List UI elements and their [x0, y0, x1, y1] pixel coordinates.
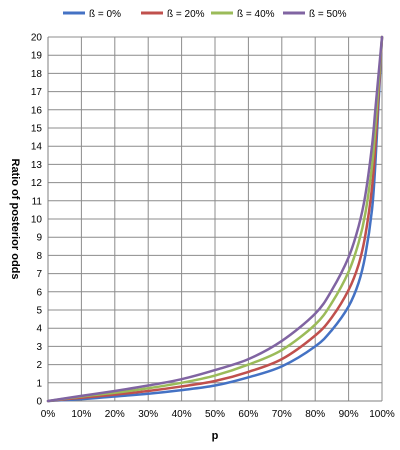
y-tick-label: 10	[31, 215, 43, 226]
y-tick-label: 0	[36, 397, 42, 408]
y-tick-label: 3	[36, 342, 42, 353]
x-tick-label: 80%	[305, 409, 325, 420]
series-line-1	[46, 35, 384, 403]
series-line-2	[46, 35, 384, 403]
x-tick-label: 0%	[41, 409, 56, 420]
y-axis-title: Ratio of posterior odds	[9, 159, 21, 280]
y-tick-label: 12	[31, 178, 43, 189]
x-tick-label: 30%	[138, 409, 158, 420]
legend: ß = 0% ß = 20% ß = 40% ß = 50%	[63, 9, 347, 20]
y-tick-label: 7	[36, 269, 42, 280]
legend-label-1: ß = 20%	[167, 9, 205, 20]
x-tick-label: 10%	[71, 409, 91, 420]
x-tick-label: 100%	[369, 409, 395, 420]
x-tick-label: 40%	[172, 409, 192, 420]
y-tick-label: 14	[31, 142, 43, 153]
y-tick-label: 4	[36, 324, 42, 335]
x-tick-label: 50%	[205, 409, 225, 420]
series-line-0	[46, 35, 384, 403]
legend-label-0: ß = 0%	[89, 9, 121, 20]
y-tick-label: 15	[31, 124, 43, 135]
y-tick-label: 19	[31, 51, 43, 62]
y-tick-label: 11	[32, 196, 43, 207]
x-axis-title: p	[212, 430, 219, 442]
series-line-3	[46, 35, 384, 403]
series-lines	[46, 35, 384, 403]
y-tick-label: 18	[31, 69, 43, 80]
x-tick-label: 60%	[238, 409, 258, 420]
x-tick-label: 90%	[339, 409, 359, 420]
y-tick-label: 17	[31, 87, 43, 98]
y-tick-label: 13	[31, 160, 43, 171]
x-tick-label: 70%	[272, 409, 292, 420]
y-tick-label: 20	[31, 33, 43, 44]
grid	[47, 36, 383, 402]
legend-label-3: ß = 50%	[309, 9, 347, 20]
legend-label-2: ß = 40%	[237, 9, 275, 20]
y-tick-label: 9	[36, 233, 42, 244]
y-tick-label: 6	[36, 287, 42, 298]
y-tick-label: 16	[31, 105, 43, 116]
y-tick-label: 2	[36, 360, 42, 371]
x-tick-label: 20%	[105, 409, 125, 420]
y-tick-label: 1	[36, 378, 42, 389]
y-tick-label: 5	[36, 306, 42, 317]
y-tick-label: 8	[36, 251, 42, 262]
